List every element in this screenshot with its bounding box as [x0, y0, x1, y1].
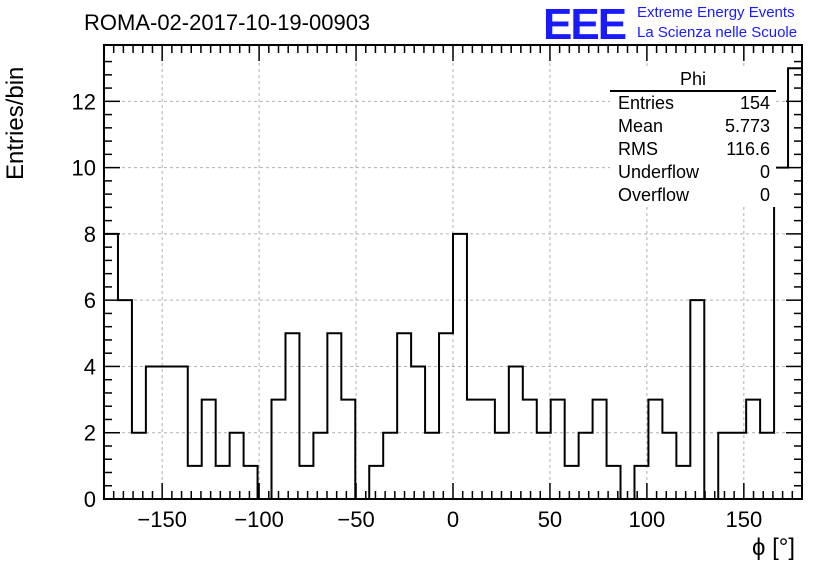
stats-row-mean: Mean 5.773 — [610, 115, 776, 138]
x-tick-label: −150 — [137, 507, 187, 532]
stats-value: 116.6 — [726, 139, 770, 159]
stats-box: Phi Entries 154 Mean 5.773 RMS 116.6 Und… — [610, 68, 776, 207]
x-tick-labels: −150 −100 −50 0 50 100 150 — [137, 507, 762, 532]
stats-value: 0 — [759, 185, 770, 205]
y-tick-label: 0 — [84, 487, 96, 512]
logo-line-2: La Scienza nelle Scuole — [637, 24, 798, 41]
x-tick-label: 0 — [447, 507, 459, 532]
stats-value: 5.773 — [724, 116, 770, 136]
axis-ticks — [104, 45, 802, 499]
stats-label: RMS — [618, 139, 658, 159]
y-tick-label: 6 — [84, 288, 96, 313]
stats-value: 0 — [759, 162, 770, 182]
stats-label: Entries — [618, 93, 675, 113]
x-tick-label: 150 — [725, 507, 762, 532]
stats-label: Mean — [618, 116, 664, 136]
y-tick-labels: 0 2 4 6 8 10 12 — [72, 89, 96, 512]
eee-logo-mark: EEE — [543, 0, 627, 49]
chart-title: ROMA-02-2017-10-19-00903 — [84, 10, 371, 35]
stats-row-rms: RMS 116.6 — [610, 138, 776, 161]
y-tick-label: 8 — [84, 222, 96, 247]
histogram-outline — [103, 67, 803, 500]
y-axis-label: Entries/bin — [2, 66, 29, 180]
x-tick-label: −50 — [337, 507, 374, 532]
stats-row-underflow: Underflow 0 — [610, 161, 776, 184]
x-tick-label: 100 — [629, 507, 666, 532]
stats-value: 154 — [739, 93, 770, 113]
stats-label: Underflow — [618, 162, 700, 182]
stats-label: Overflow — [618, 185, 690, 205]
y-tick-label: 10 — [72, 156, 96, 181]
y-tick-label: 2 — [84, 421, 96, 446]
y-tick-label: 4 — [84, 354, 96, 379]
x-tick-label: 50 — [538, 507, 562, 532]
stats-title: Phi — [610, 68, 776, 92]
x-axis-label: ϕ [°] — [752, 534, 796, 561]
stats-row-entries: Entries 154 — [610, 92, 776, 115]
y-tick-label: 12 — [72, 89, 96, 114]
logo-line-1: Extreme Energy Events — [637, 4, 795, 21]
x-tick-label: −100 — [234, 507, 284, 532]
stats-row-overflow: Overflow 0 — [610, 184, 776, 207]
